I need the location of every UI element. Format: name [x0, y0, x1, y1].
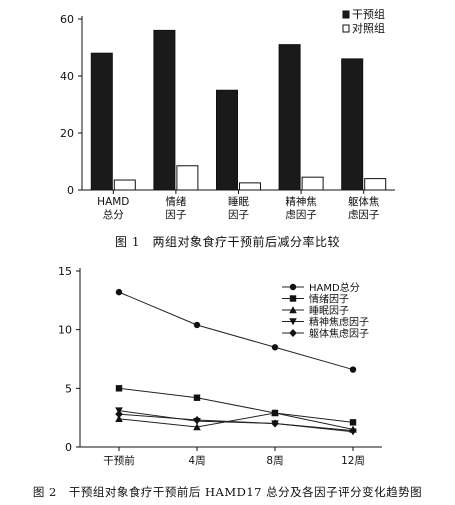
legend-marker — [289, 306, 297, 314]
line-chart-score-trend: 0 5 10 15 干预前 4周 8周 12周 HAMD总分情绪因子睡眠因子精神焦虑因子躯体焦虑… — [58, 265, 382, 467]
legend-marker — [289, 329, 297, 337]
x-tick-label: 干预前 — [103, 454, 135, 467]
data-point — [271, 419, 279, 428]
y-tick-label: 5 — [65, 382, 72, 395]
legend-label: 精神焦虑因子 — [309, 316, 369, 329]
series-3 — [115, 409, 357, 433]
x-tick-label: 因子 — [228, 209, 249, 221]
bar-intervention — [216, 89, 238, 191]
series-line — [118, 387, 354, 423]
data-point — [115, 385, 123, 392]
series-1 — [115, 288, 357, 373]
x-tick-label: 躯体焦 — [348, 195, 380, 208]
data-point — [349, 426, 357, 435]
legend-label: 躯体焦虑因子 — [309, 327, 369, 340]
series-line — [118, 412, 354, 430]
data-point — [193, 416, 201, 425]
bar-control — [113, 179, 136, 191]
x-tick-label: 虑因子 — [348, 209, 380, 221]
x-tick-label: 12周 — [341, 455, 365, 467]
y-tick-label: 60 — [60, 13, 74, 26]
x-tick-label: 因子 — [165, 209, 186, 221]
data-point — [271, 409, 279, 417]
bar-control — [364, 178, 387, 191]
y-tick-label: 0 — [65, 441, 72, 454]
legend-swatch — [342, 10, 350, 19]
series-5 — [115, 410, 357, 435]
bar-control — [239, 182, 261, 191]
x-tick-label: 虑因子 — [285, 209, 317, 221]
data-point — [349, 419, 357, 426]
figure-1-caption: 图 1 两组对象食疗干预前后减分率比较 — [115, 235, 340, 249]
legend-label: 情绪因子 — [309, 293, 349, 306]
x-tick-label: HAMD — [97, 196, 129, 208]
data-point — [115, 410, 123, 419]
bar-intervention — [341, 58, 364, 191]
legend-swatch — [342, 24, 350, 33]
bar-intervention — [153, 29, 176, 191]
y-tick-label: 0 — [67, 184, 74, 197]
y-tick-label: 15 — [58, 265, 72, 278]
y-tick-label: 20 — [60, 127, 74, 140]
x-tick-label: 情绪 — [165, 195, 186, 208]
legend-label: 睡眠因子 — [309, 304, 349, 317]
data-point — [115, 415, 123, 423]
series-line — [118, 413, 354, 432]
data-point — [349, 366, 357, 373]
series-line — [118, 291, 354, 371]
x-tick-label: 总分 — [103, 208, 124, 221]
legend-label: HAMD总分 — [309, 281, 360, 294]
legend-label: 干预组 — [352, 7, 385, 21]
data-point — [193, 423, 201, 431]
legend-marker — [289, 283, 297, 291]
bar-intervention — [278, 44, 301, 191]
data-point — [271, 344, 279, 351]
x-tick-label: 4周 — [188, 455, 205, 467]
series-2 — [115, 385, 357, 426]
legend-marker — [289, 318, 297, 326]
x-tick-label: 8周 — [266, 455, 283, 467]
data-point — [193, 321, 201, 329]
figure-2-caption: 图 2 干预组对象食疗干预前后 HAMD17 总分及各因子评分变化趋势图 — [32, 485, 423, 499]
legend-label: 对照组 — [352, 21, 385, 35]
data-point — [193, 394, 201, 401]
bar-control — [176, 165, 199, 191]
data-point — [115, 288, 123, 296]
y-tick-label: 40 — [60, 70, 74, 83]
bar-control — [301, 176, 324, 191]
series-line — [118, 410, 354, 433]
y-tick-label: 10 — [58, 324, 72, 337]
bar-intervention — [90, 52, 113, 191]
x-tick-label: 睡眠 — [228, 195, 249, 208]
x-tick-label: 精神焦 — [285, 195, 317, 208]
legend-marker — [289, 295, 297, 302]
